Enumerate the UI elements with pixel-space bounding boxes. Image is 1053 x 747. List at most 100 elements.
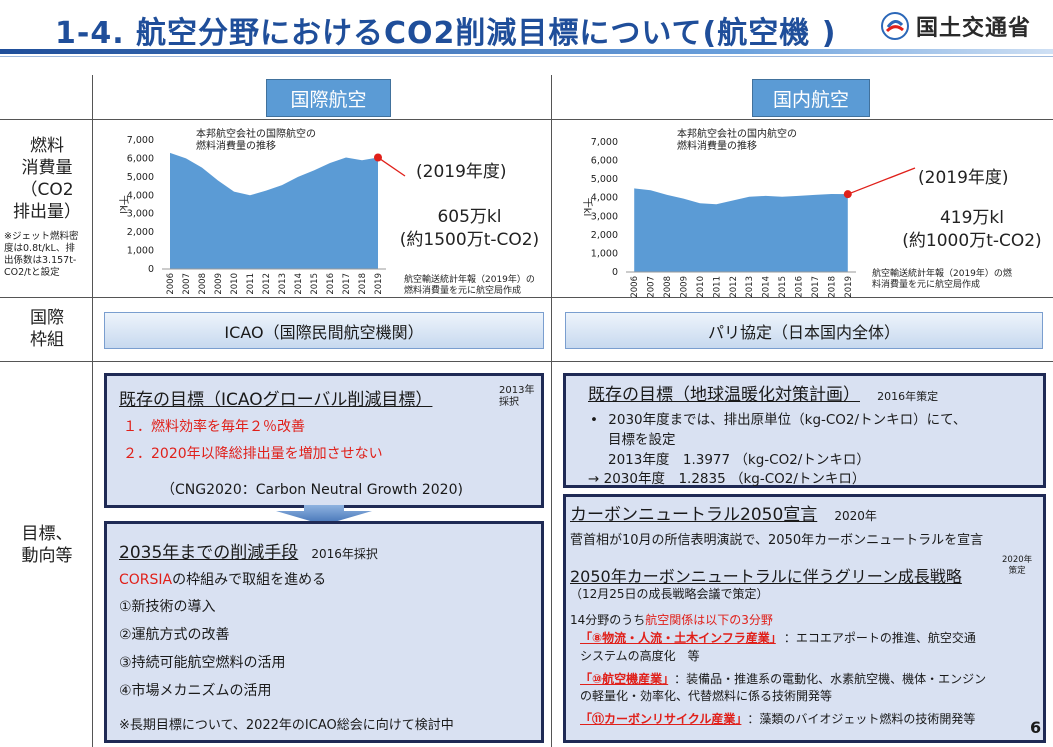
intl-existing-goal-box: 既存の目標（ICAOグローバル削減目標） 2013年 採択 １．燃料効率を毎年２… [104,373,544,508]
chart-international-marker-year: (2019年度) [416,162,507,182]
x-tick-label: 2006 [166,273,176,295]
y-axis-label: 千kl [117,195,129,214]
x-tick-label: 2009 [214,273,224,295]
dom-2050-year: 2020年 [834,509,877,523]
x-tick-label: 2014 [762,276,772,298]
dom-existing-year: 2016年策定 [877,390,939,403]
chart-international-fuel: 7,000 6,000 5,000 4,000 3,000 2,000 1,000 0 千kl 2… [100,128,406,296]
x-tick-label: 2010 [696,276,706,298]
intl-2035-year: 2016年採択 [311,547,378,561]
x-tick-label: 2011 [246,273,256,295]
intl-existing-note: （CNG2020：Carbon Neutral Growth 2020) [161,482,463,498]
dom-2050-field-10-cont: の軽量化・効率化、代替燃料に係る技術開発等 [580,689,833,703]
intl-existing-item1: １．燃料効率を毎年２％改善 [123,419,305,435]
column-tag-domestic: 国内航空 [752,79,870,117]
y-tick-label: 3,000 [591,211,618,222]
dom-2050-field-8-cont: システムの高度化 等 [580,649,700,663]
series-area [634,188,848,272]
y-axis-label: 千kl [581,198,593,217]
title-underline-thin [0,56,1053,57]
dom-2050-field-10: 「⑩航空機産業」 ：装備品・推進系の電動化、水素航空機、機体・エンジン [580,672,987,686]
x-tick-label: 2007 [647,276,657,298]
row-label-goals: 目標、 動向等 [21,524,73,566]
dom-existing-line2: 目標を設定 [608,432,676,448]
chart-domestic-title: 本邦航空会社の国内航空の 燃料消費量の推移 [677,129,797,152]
chart-domestic-fuel: 7,000 6,000 5,000 4,000 3,000 2,000 1,000 0 千kl 2… [580,130,916,298]
field-10-label: 「⑩航空機産業」 [580,672,669,686]
y-tick-label: 0 [148,264,154,275]
grid-row-line-3 [0,361,1053,362]
row-label-fuel: 燃料 消費量 （CO2 排出量） [13,136,81,222]
ministry-name: 国土交通省 [916,16,1032,41]
marker-point [843,190,852,199]
arrow-down-icon [276,505,372,525]
x-tick-label: 2008 [198,273,208,295]
marker-point [374,153,382,162]
y-tick-label: 1,000 [127,246,154,257]
dom-2050-field-11: 「⑪カーボンリサイクル産業」 ：藻類のバイオジェット燃料の技術開発等 [580,712,976,726]
grid-row-line-1 [0,119,1053,120]
x-tick-label: 2007 [182,273,192,295]
dom-2050-box: カーボンニュートラル2050宣言 2020年 菅首相が10月の所信表明演説で、2… [563,494,1046,743]
y-tick-label: 1,000 [591,248,618,259]
dom-existing-heading: 既存の目標（地球温暖化対策計画） [588,385,860,405]
series-area [170,152,378,269]
column-tag-international: 国際航空 [266,79,391,117]
x-tick-label: 2016 [795,276,805,298]
dom-existing-line3: 2013年度 1.3977 （kg-CO2/トンキロ） [608,452,870,468]
framework-paris: パリ協定（日本国内全体） [565,312,1043,349]
dom-2050-text: 菅首相が10月の所信表明演説で、2050年カーボンニュートラルを宣言 [570,533,984,548]
dom-2050-strategy-year: 2020年 策定 [1002,555,1033,576]
y-tick-label: 3,000 [127,209,154,220]
y-tick-label: 4,000 [591,193,618,204]
chart-domestic-marker-value: 419万kl (約1000万t-CO2) [902,208,1042,251]
title-underline [0,49,1053,54]
field-11-label: 「⑪カーボンリサイクル産業」 [580,712,742,726]
y-tick-label: 5,000 [127,172,154,183]
x-tick-label: 2016 [326,273,336,295]
x-tick-label: 2019 [844,276,854,298]
y-tick-label: 7,000 [127,135,154,146]
intl-2035-corsia-line: CORSIAの枠組みで取組を進める [119,572,327,588]
grid-divider-label [92,75,93,747]
x-tick-label: 2014 [294,273,304,295]
intl-2035-item-4: ④市場メカニズムの活用 [119,683,272,699]
marker-leader-line [847,167,916,195]
grid-row-line-2 [0,297,1053,298]
y-tick-label: 4,000 [127,190,154,201]
x-tick-label: 2013 [745,276,755,298]
intl-2035-box: 2035年までの削減手段 2016年採択 CORSIAの枠組みで取組を進める ①… [104,521,544,743]
intl-2035-note: ※長期目標について、2022年のICAO総会に向けて検討中 [119,718,454,733]
dom-2050-heading-row: カーボンニュートラル2050宣言 2020年 [570,500,877,525]
y-tick-label: 5,000 [591,174,618,185]
page-number: 6 [1030,718,1042,737]
x-tick-label: 2015 [778,276,788,298]
chart-domestic-svg: 7,000 6,000 5,000 4,000 3,000 2,000 1,000 0 千kl 2… [581,137,916,298]
x-tick-label: 2009 [680,276,690,298]
x-tick-label: 2018 [827,276,837,298]
row-label-framework: 国際 枠組 [30,308,64,350]
intl-2035-heading: 2035年までの削減手段 [119,543,299,563]
chart-international-marker-value: 605万kl (約1500万t-CO2) [399,207,540,250]
framework-icao: ICAO（国際民間航空機関） [104,312,544,349]
dom-existing-line1: • 2030年度までは、排出原単位（kg-CO2/トンキロ）にて、 [590,412,967,428]
x-tick-label: 2008 [663,276,673,298]
intl-2035-item-2: ②運航方式の改善 [119,627,230,643]
y-tick-label: 2,000 [127,227,154,238]
marker-leader-line [377,156,406,177]
y-tick-label: 7,000 [591,137,618,148]
x-tick-label: 2019 [374,273,384,295]
dom-existing-goal-box: 既存の目標（地球温暖化対策計画） 2016年策定 • 2030年度までは、排出原… [563,373,1046,488]
x-tick-label: 2010 [230,273,240,295]
intl-existing-year: 2013年 採択 [499,385,535,408]
grid-divider-center [551,75,552,747]
row-note-fuel: ※ジェット燃料密 度は0.8t/kL、排 出係数は3.157t- CO2/tと設… [4,231,79,278]
x-tick-label: 2013 [278,273,288,295]
chart-international-svg: 7,000 6,000 5,000 4,000 3,000 2,000 1,000 0 千kl 2… [117,135,406,295]
dom-2050-field-8: 「⑧物流・人流・土木インフラ産業」 ：エコエアポートの推進、航空交通 [580,631,976,645]
dom-2050-intro: 14分野のうち航空関係は以下の3分野 [570,613,773,627]
x-tick-label: 2012 [262,273,272,295]
dom-2050-strategy: 2050年カーボンニュートラルに伴うグリーン成長戦略 [570,567,962,586]
intl-2035-item-3: ③持続可能航空燃料の活用 [119,655,286,671]
y-tick-label: 6,000 [591,156,618,167]
